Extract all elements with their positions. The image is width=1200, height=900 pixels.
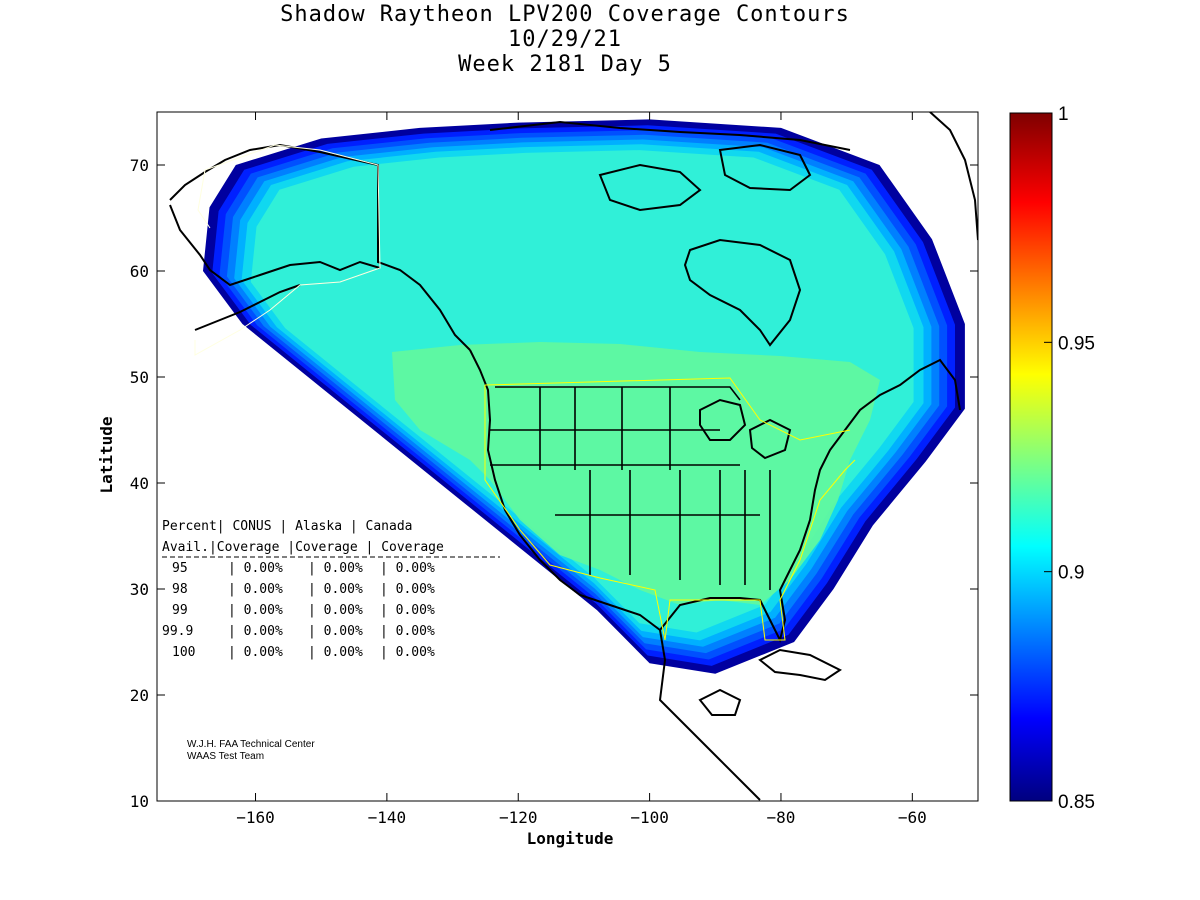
stats-cell: 95 xyxy=(172,561,188,576)
y-tick-label: 30 xyxy=(130,580,149,599)
stats-cell: | 0.00% xyxy=(228,582,283,597)
y-tick-label: 20 xyxy=(130,686,149,705)
coastlines xyxy=(169,112,978,801)
stats-cell: | 0.00% xyxy=(380,645,435,660)
coverage-band-high xyxy=(392,342,880,605)
stats-table: Percent| CONUS | Alaska | Canada Avail.|… xyxy=(162,519,500,660)
stats-cell: | 0.00% xyxy=(308,561,363,576)
x-tick-label: −140 xyxy=(368,808,407,827)
x-tick-label: −120 xyxy=(499,808,538,827)
stats-cell: | 0.00% xyxy=(380,561,435,576)
chart-title: Shadow Raytheon LPV200 Coverage Contours xyxy=(280,2,850,27)
colorbar-tick-label: 1 xyxy=(1058,104,1069,125)
stats-cell: | 0.00% xyxy=(308,645,363,660)
stats-cell: | 0.00% xyxy=(380,582,435,597)
stats-header-1: Percent| CONUS | Alaska | Canada xyxy=(162,519,413,534)
y-tick-label: 60 xyxy=(130,262,149,281)
y-tick-label: 50 xyxy=(130,368,149,387)
y-tick-label: 70 xyxy=(130,156,149,175)
colorbar xyxy=(1009,112,1053,802)
x-axis-ticks: −160 −140 −120 −100 −80 −60 xyxy=(236,112,927,827)
credit-line-1: W.J.H. FAA Technical Center xyxy=(187,739,315,750)
stats-cell: | 0.00% xyxy=(228,645,283,660)
stats-cell: | 0.00% xyxy=(228,624,283,639)
x-axis-title: Longitude xyxy=(527,829,614,848)
colorbar-tick-label: 0.85 xyxy=(1058,792,1095,813)
x-tick-label: −80 xyxy=(767,808,796,827)
stats-cell: | 0.00% xyxy=(308,603,363,618)
stats-header-2: Avail.|Coverage |Coverage | Coverage xyxy=(162,540,444,555)
state-borders xyxy=(490,386,771,590)
region-outlines xyxy=(484,377,856,641)
credit-line-2: WAAS Test Team xyxy=(187,751,264,762)
stats-cell: 98 xyxy=(172,582,188,597)
y-tick-label: 40 xyxy=(130,474,149,493)
colorbar-tick-label: 0.9 xyxy=(1058,563,1084,584)
stats-cell: | 0.00% xyxy=(380,603,435,618)
alaska-outline xyxy=(194,144,381,356)
plot-frame xyxy=(156,111,979,802)
stats-cell: | 0.00% xyxy=(308,624,363,639)
stats-cell: | 0.00% xyxy=(228,561,283,576)
stats-cell: | 0.00% xyxy=(380,624,435,639)
y-axis-ticks: 10 20 30 40 50 60 70 xyxy=(130,156,978,811)
chart-week-day: Week 2181 Day 5 xyxy=(458,52,672,77)
stats-cell: | 0.00% xyxy=(308,582,363,597)
stats-cell: 99 xyxy=(172,603,188,618)
stats-cell: 99.9 xyxy=(162,624,193,639)
y-tick-label: 10 xyxy=(130,792,149,811)
x-tick-label: −60 xyxy=(898,808,927,827)
stats-cell: 100 xyxy=(172,645,195,660)
y-axis-title: Latitude xyxy=(97,416,116,493)
colorbar-tick-label: 0.95 xyxy=(1058,333,1095,354)
x-tick-label: −100 xyxy=(630,808,669,827)
chart-date: 10/29/21 xyxy=(508,27,622,52)
colorbar-ticks: 0.85 0.9 0.95 1 xyxy=(1044,104,1095,813)
x-tick-label: −160 xyxy=(236,808,275,827)
stats-cell: | 0.00% xyxy=(228,603,283,618)
